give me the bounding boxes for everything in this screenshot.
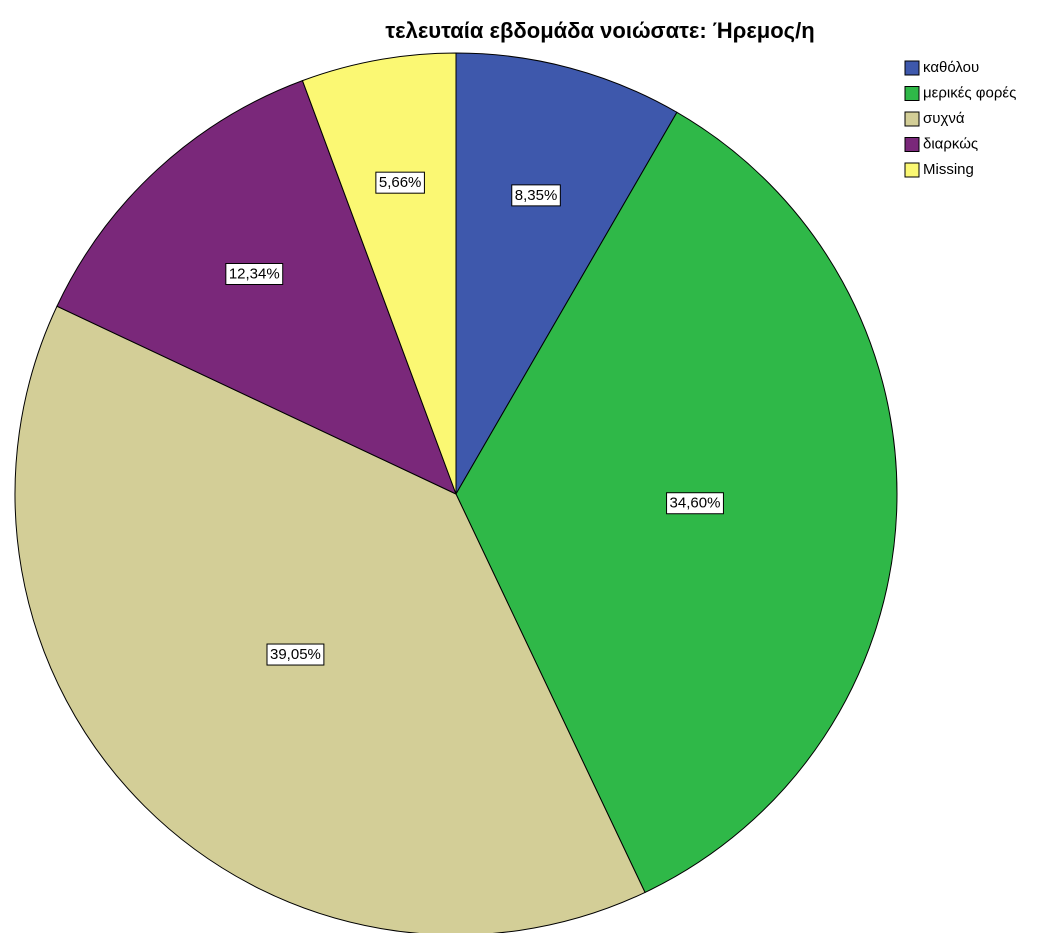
pie-slice: [56, 79, 457, 495]
legend-swatch: [904, 60, 920, 76]
data-label: 39,05%: [266, 643, 325, 666]
data-label-box: [225, 262, 284, 285]
data-label: 8,35%: [511, 184, 561, 207]
data-label: 5,66%: [375, 171, 425, 194]
pie-slice: [455, 52, 678, 496]
legend-label: διαρκώς: [923, 135, 978, 152]
data-label-text: 5,66%: [379, 174, 422, 191]
legend-swatch: [904, 111, 920, 127]
legend-label: μερικές φορές: [923, 84, 1016, 101]
pie-slice: [301, 52, 457, 495]
data-label-box: [511, 184, 561, 207]
data-label-text: 12,34%: [229, 265, 280, 282]
data-label: 34,60%: [666, 492, 724, 515]
legend-label: συχνά: [923, 110, 965, 127]
data-label-text: 8,35%: [515, 187, 558, 204]
legend-label: καθόλου: [923, 59, 979, 76]
legend-swatch: [904, 137, 920, 152]
legend-swatch: [904, 162, 920, 178]
data-label-box: [375, 171, 425, 194]
data-label-text: 39,05%: [270, 646, 321, 663]
data-label-box: [266, 643, 325, 666]
legend-swatch: [904, 86, 920, 101]
data-label-box: [666, 492, 724, 515]
data-label: 12,34%: [225, 262, 284, 285]
chart-title: τελευταία εβδομάδα νοιώσατε: Ήρεμος/η: [385, 18, 814, 43]
data-label-text: 34,60%: [670, 495, 721, 512]
legend-label: Missing: [923, 161, 974, 178]
pie-slice: [14, 305, 646, 933]
